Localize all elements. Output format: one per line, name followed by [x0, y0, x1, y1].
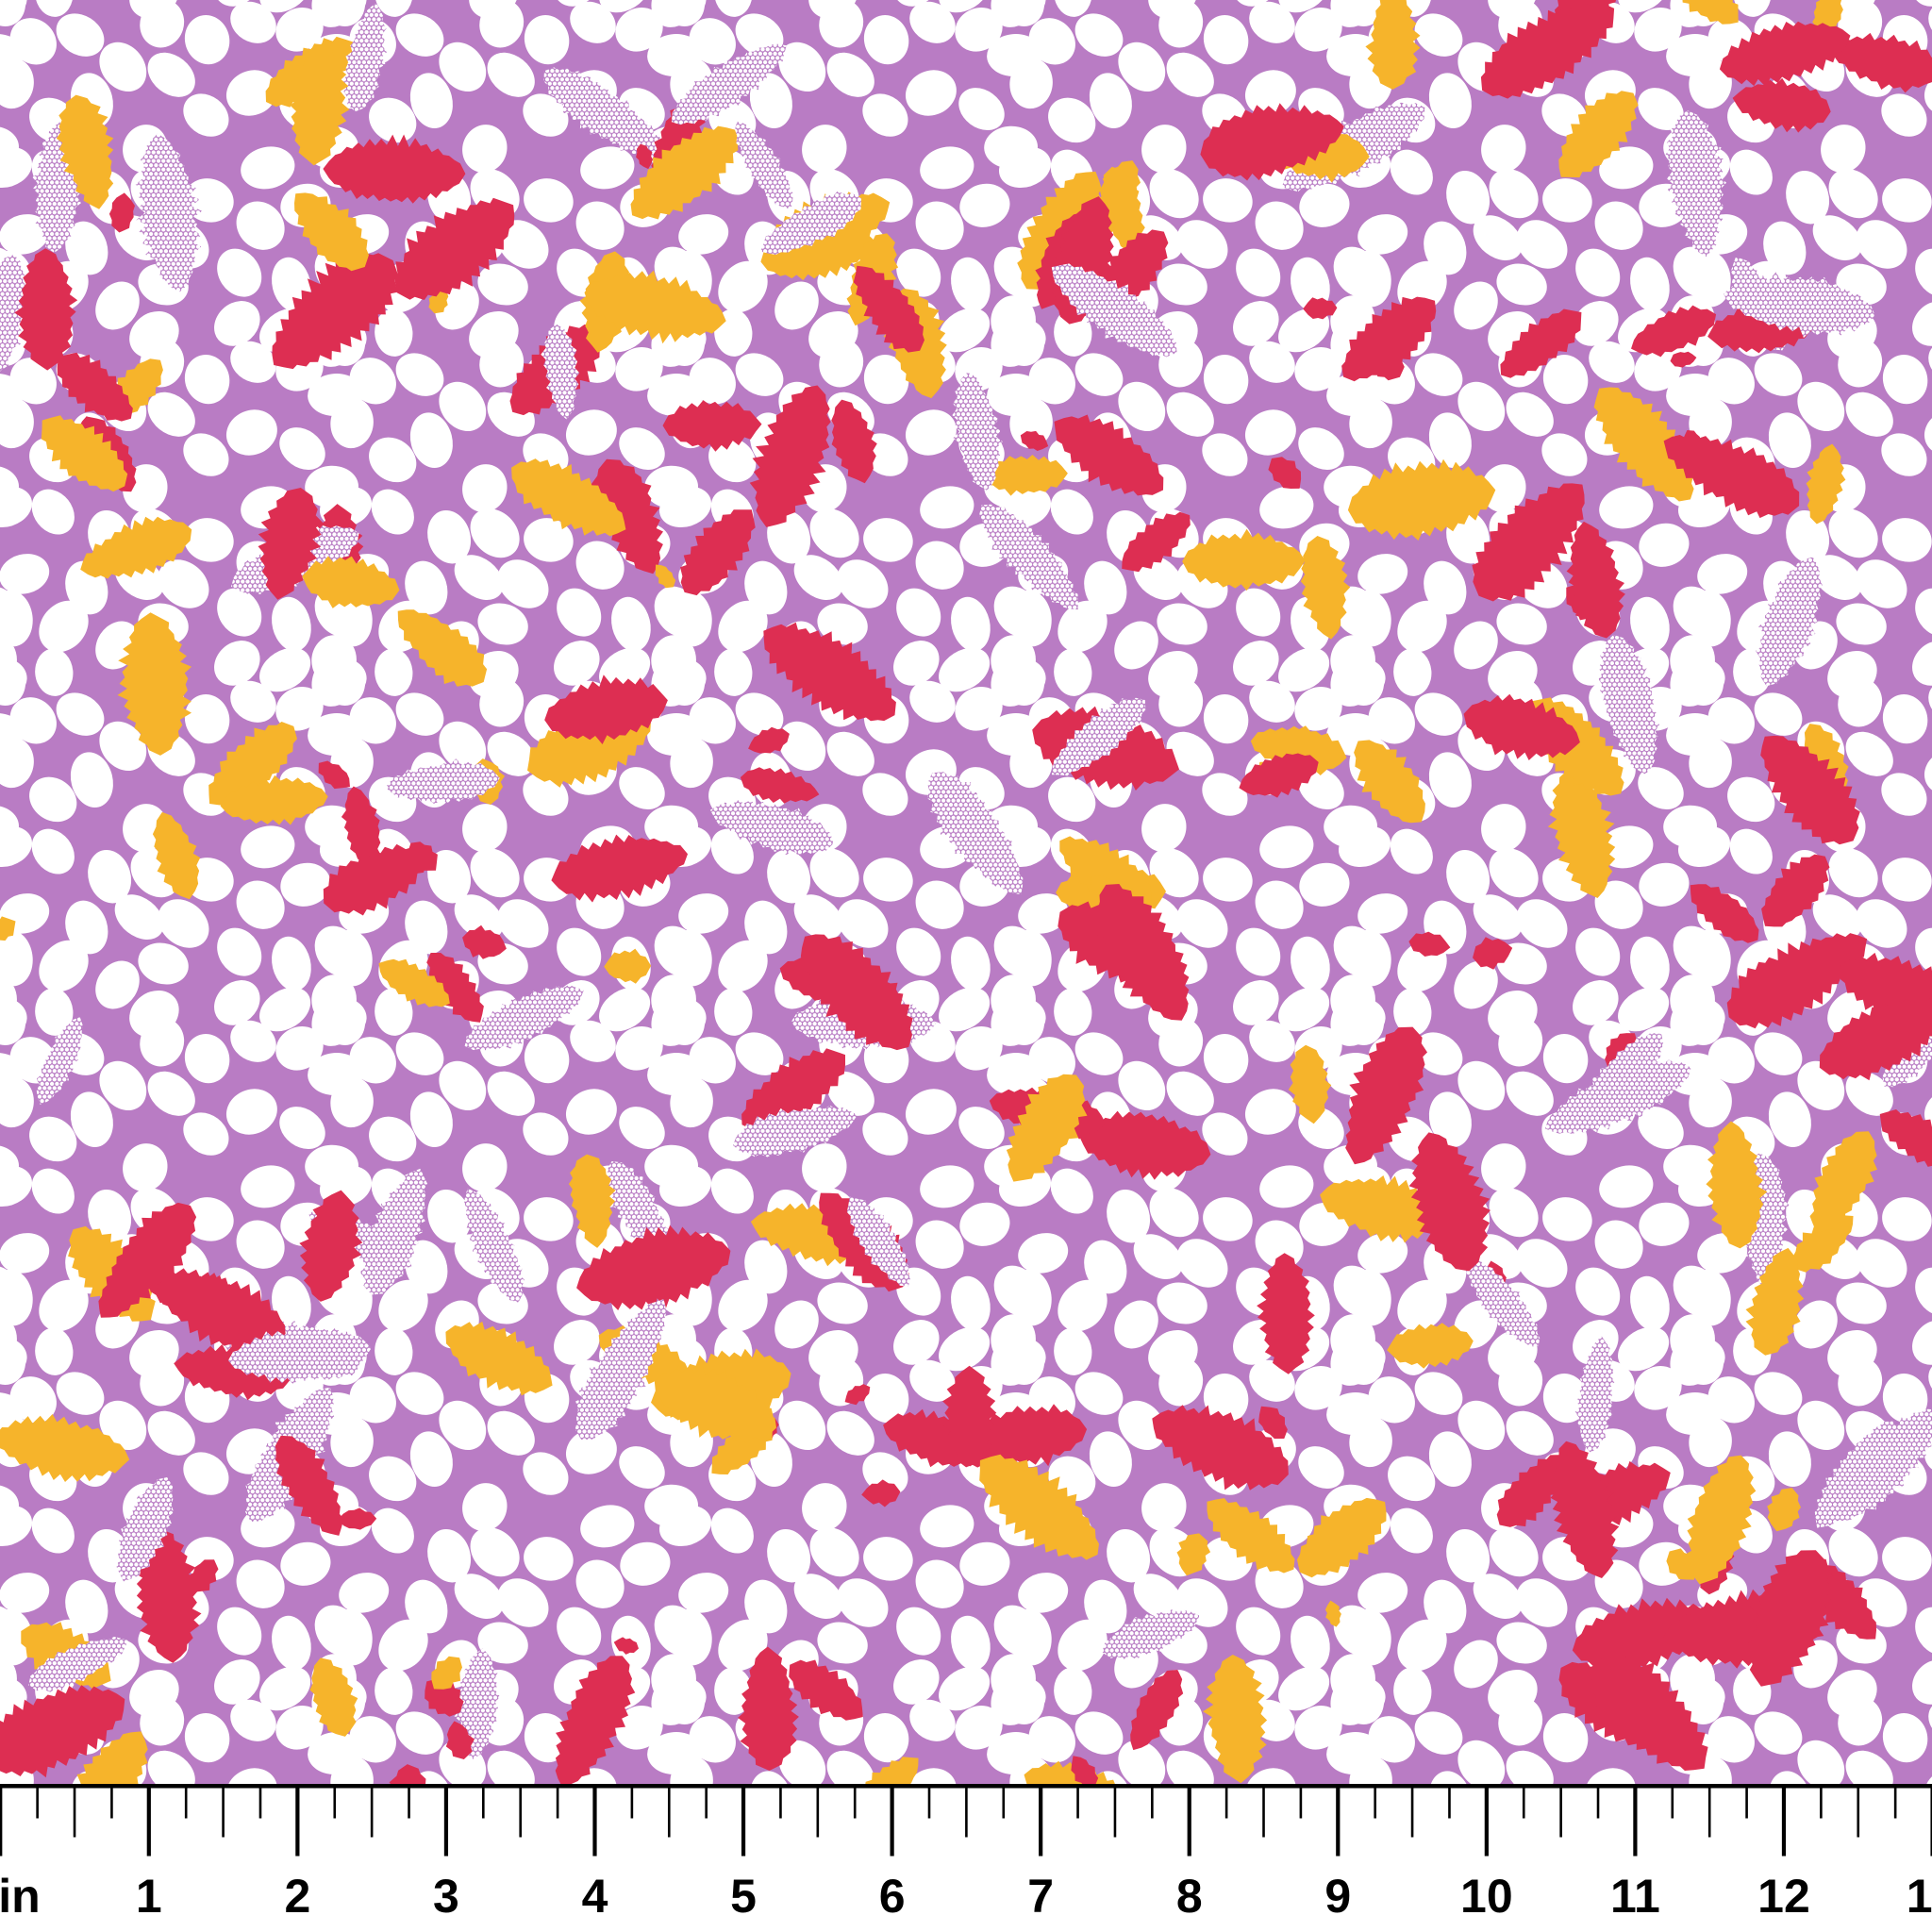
svg-text:8: 8: [1176, 1870, 1203, 1923]
svg-text:12: 12: [1757, 1870, 1810, 1923]
svg-text:9: 9: [1324, 1870, 1351, 1923]
svg-text:13: 13: [1907, 1870, 1932, 1923]
svg-text:1: 1: [136, 1870, 162, 1923]
svg-text:5: 5: [730, 1870, 757, 1923]
svg-text:11: 11: [1610, 1870, 1660, 1923]
svg-text:3: 3: [433, 1870, 459, 1923]
svg-text:2: 2: [284, 1870, 310, 1923]
svg-text:in: in: [0, 1870, 41, 1923]
svg-text:10: 10: [1460, 1870, 1513, 1923]
svg-text:6: 6: [879, 1870, 906, 1923]
svg-text:7: 7: [1027, 1870, 1054, 1923]
svg-text:4: 4: [582, 1870, 608, 1923]
